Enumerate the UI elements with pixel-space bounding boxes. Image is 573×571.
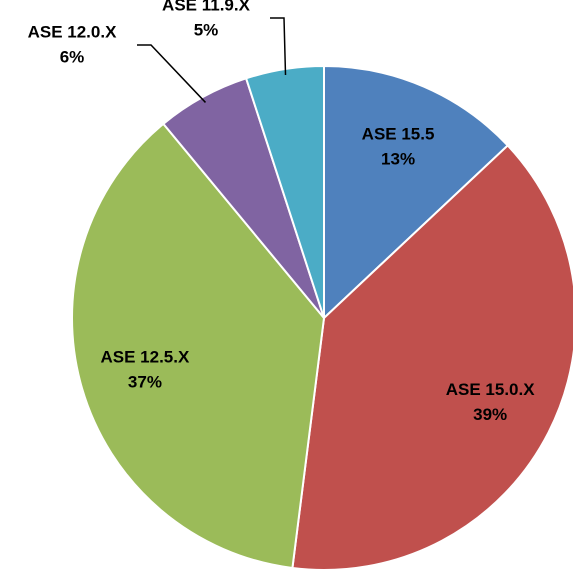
slice-value-label: 5% (194, 20, 219, 39)
slice-label: ASE 15.0.X (446, 380, 535, 399)
pie-slice (291, 144, 573, 571)
leader-line (270, 17, 287, 76)
slice-label: ASE 12.5.X (101, 348, 190, 367)
leader-line (137, 44, 207, 103)
slice-label: ASE 11.9.X (162, 0, 251, 14)
pie-slice (244, 64, 325, 319)
slice-label: ASE 12.0.X (28, 22, 117, 41)
slice-value-label: 37% (128, 373, 162, 392)
slice-value-label: 6% (60, 47, 85, 66)
pie-slice (323, 64, 510, 321)
pie-slice (71, 122, 326, 570)
slice-value-label: 13% (381, 149, 415, 168)
slice-label: ASE 15.5 (362, 124, 435, 143)
slice-value-label: 39% (473, 405, 507, 424)
